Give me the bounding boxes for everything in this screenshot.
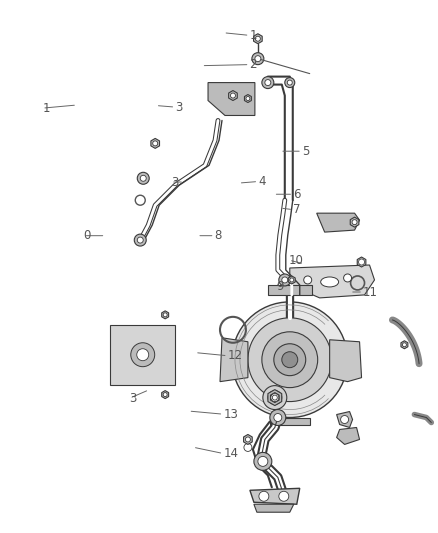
Polygon shape	[317, 213, 360, 232]
Circle shape	[279, 491, 289, 501]
Circle shape	[140, 175, 146, 181]
Circle shape	[287, 80, 292, 85]
Circle shape	[262, 332, 318, 387]
Polygon shape	[337, 411, 353, 427]
Polygon shape	[290, 265, 374, 298]
Circle shape	[232, 302, 348, 417]
Text: 0: 0	[84, 229, 91, 242]
Polygon shape	[357, 257, 366, 267]
Text: 5: 5	[302, 144, 309, 158]
Circle shape	[163, 393, 167, 397]
Circle shape	[244, 443, 252, 451]
Circle shape	[279, 274, 291, 286]
Circle shape	[359, 259, 364, 265]
Polygon shape	[162, 311, 169, 319]
Circle shape	[255, 55, 261, 62]
Bar	[270, 417, 310, 425]
Circle shape	[245, 437, 251, 442]
Text: 3: 3	[175, 101, 183, 114]
Text: 3: 3	[130, 392, 137, 405]
Circle shape	[290, 278, 294, 282]
Circle shape	[262, 77, 274, 88]
Circle shape	[246, 96, 250, 101]
Polygon shape	[271, 393, 279, 402]
Polygon shape	[208, 83, 255, 116]
Polygon shape	[151, 139, 159, 148]
Polygon shape	[254, 504, 294, 512]
Text: 1: 1	[250, 29, 257, 42]
Circle shape	[352, 220, 357, 224]
Circle shape	[271, 393, 279, 401]
Polygon shape	[330, 340, 361, 382]
Text: 1: 1	[42, 102, 49, 115]
Text: 12: 12	[228, 349, 243, 362]
Circle shape	[274, 344, 306, 376]
Polygon shape	[254, 34, 262, 44]
Bar	[268, 285, 312, 295]
Polygon shape	[268, 390, 282, 406]
Polygon shape	[337, 427, 360, 445]
Circle shape	[131, 343, 155, 367]
Text: 2: 2	[250, 58, 257, 71]
Polygon shape	[229, 91, 237, 101]
Circle shape	[255, 36, 260, 41]
Circle shape	[263, 385, 287, 409]
Circle shape	[248, 318, 332, 401]
Circle shape	[343, 274, 352, 282]
Circle shape	[137, 349, 149, 361]
Polygon shape	[288, 276, 295, 284]
Circle shape	[230, 93, 236, 98]
Circle shape	[272, 395, 277, 400]
Circle shape	[137, 237, 143, 243]
Circle shape	[304, 276, 312, 284]
Text: 6: 6	[293, 188, 301, 201]
Circle shape	[265, 79, 271, 86]
Circle shape	[254, 453, 272, 470]
Polygon shape	[244, 94, 251, 102]
Circle shape	[259, 491, 269, 501]
Text: 10: 10	[289, 254, 304, 266]
Circle shape	[137, 172, 149, 184]
Polygon shape	[162, 391, 169, 399]
Text: 11: 11	[363, 286, 378, 298]
Circle shape	[359, 260, 364, 264]
Text: 7: 7	[293, 203, 301, 216]
Text: 3: 3	[171, 175, 178, 189]
Circle shape	[285, 78, 295, 87]
Ellipse shape	[321, 277, 339, 287]
Circle shape	[403, 343, 406, 347]
Text: 13: 13	[223, 408, 238, 421]
Text: 4: 4	[258, 175, 266, 188]
Circle shape	[258, 456, 268, 466]
Circle shape	[163, 313, 167, 317]
Text: 8: 8	[215, 229, 222, 242]
Polygon shape	[401, 341, 408, 349]
Text: 9: 9	[276, 280, 283, 293]
Bar	[110, 325, 175, 385]
Circle shape	[268, 391, 282, 405]
Circle shape	[134, 234, 146, 246]
Polygon shape	[220, 338, 248, 382]
Text: 14: 14	[223, 447, 238, 460]
Circle shape	[252, 53, 264, 64]
Polygon shape	[244, 434, 252, 445]
Circle shape	[282, 352, 298, 368]
Polygon shape	[250, 488, 300, 504]
Circle shape	[270, 409, 286, 425]
Polygon shape	[350, 217, 359, 227]
Circle shape	[282, 277, 288, 283]
Circle shape	[274, 414, 282, 422]
Circle shape	[153, 141, 158, 146]
Circle shape	[341, 416, 349, 424]
